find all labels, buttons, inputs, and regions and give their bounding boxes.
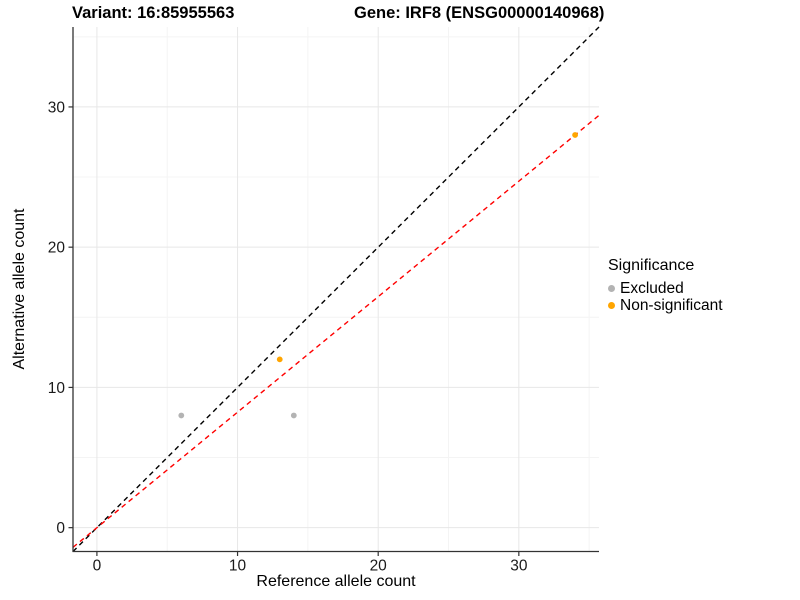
data-point-excluded	[290, 412, 297, 419]
x-tick-label: 20	[370, 558, 388, 575]
legend: Significance Excluded Non-significant	[608, 257, 723, 314]
non-significant-dot-icon	[608, 302, 615, 309]
x-tick-label: 10	[229, 558, 247, 575]
plot-title-variant: Variant: 16:85955563	[72, 4, 235, 22]
y-tick-label: 30	[48, 99, 66, 116]
data-point-non-significant	[572, 132, 578, 138]
plot-title-gene: Gene: IRF8 (ENSG00000140968)	[354, 4, 605, 22]
y-axis-title: Alternative allele count	[11, 208, 28, 370]
excluded-dot-icon	[608, 285, 615, 292]
legend-title: Significance	[608, 257, 695, 274]
y-tick-label: 20	[48, 240, 66, 257]
legend-item-label: Excluded	[620, 279, 684, 297]
data-point-non-significant	[276, 356, 283, 363]
legend-item-non-significant: Non-significant	[608, 297, 723, 314]
x-axis-title: Reference allele count	[256, 573, 416, 590]
x-tick-label: 0	[93, 558, 102, 575]
legend-item-excluded: Excluded	[608, 280, 723, 297]
fit-line	[72, 114, 600, 548]
x-tick-label: 30	[510, 558, 528, 575]
y-tick-label: 10	[48, 380, 66, 397]
legend-item-label: Non-significant	[620, 296, 723, 314]
y-tick-label: 0	[56, 520, 65, 537]
data-point-excluded	[178, 412, 185, 419]
identity-line	[72, 26, 600, 552]
